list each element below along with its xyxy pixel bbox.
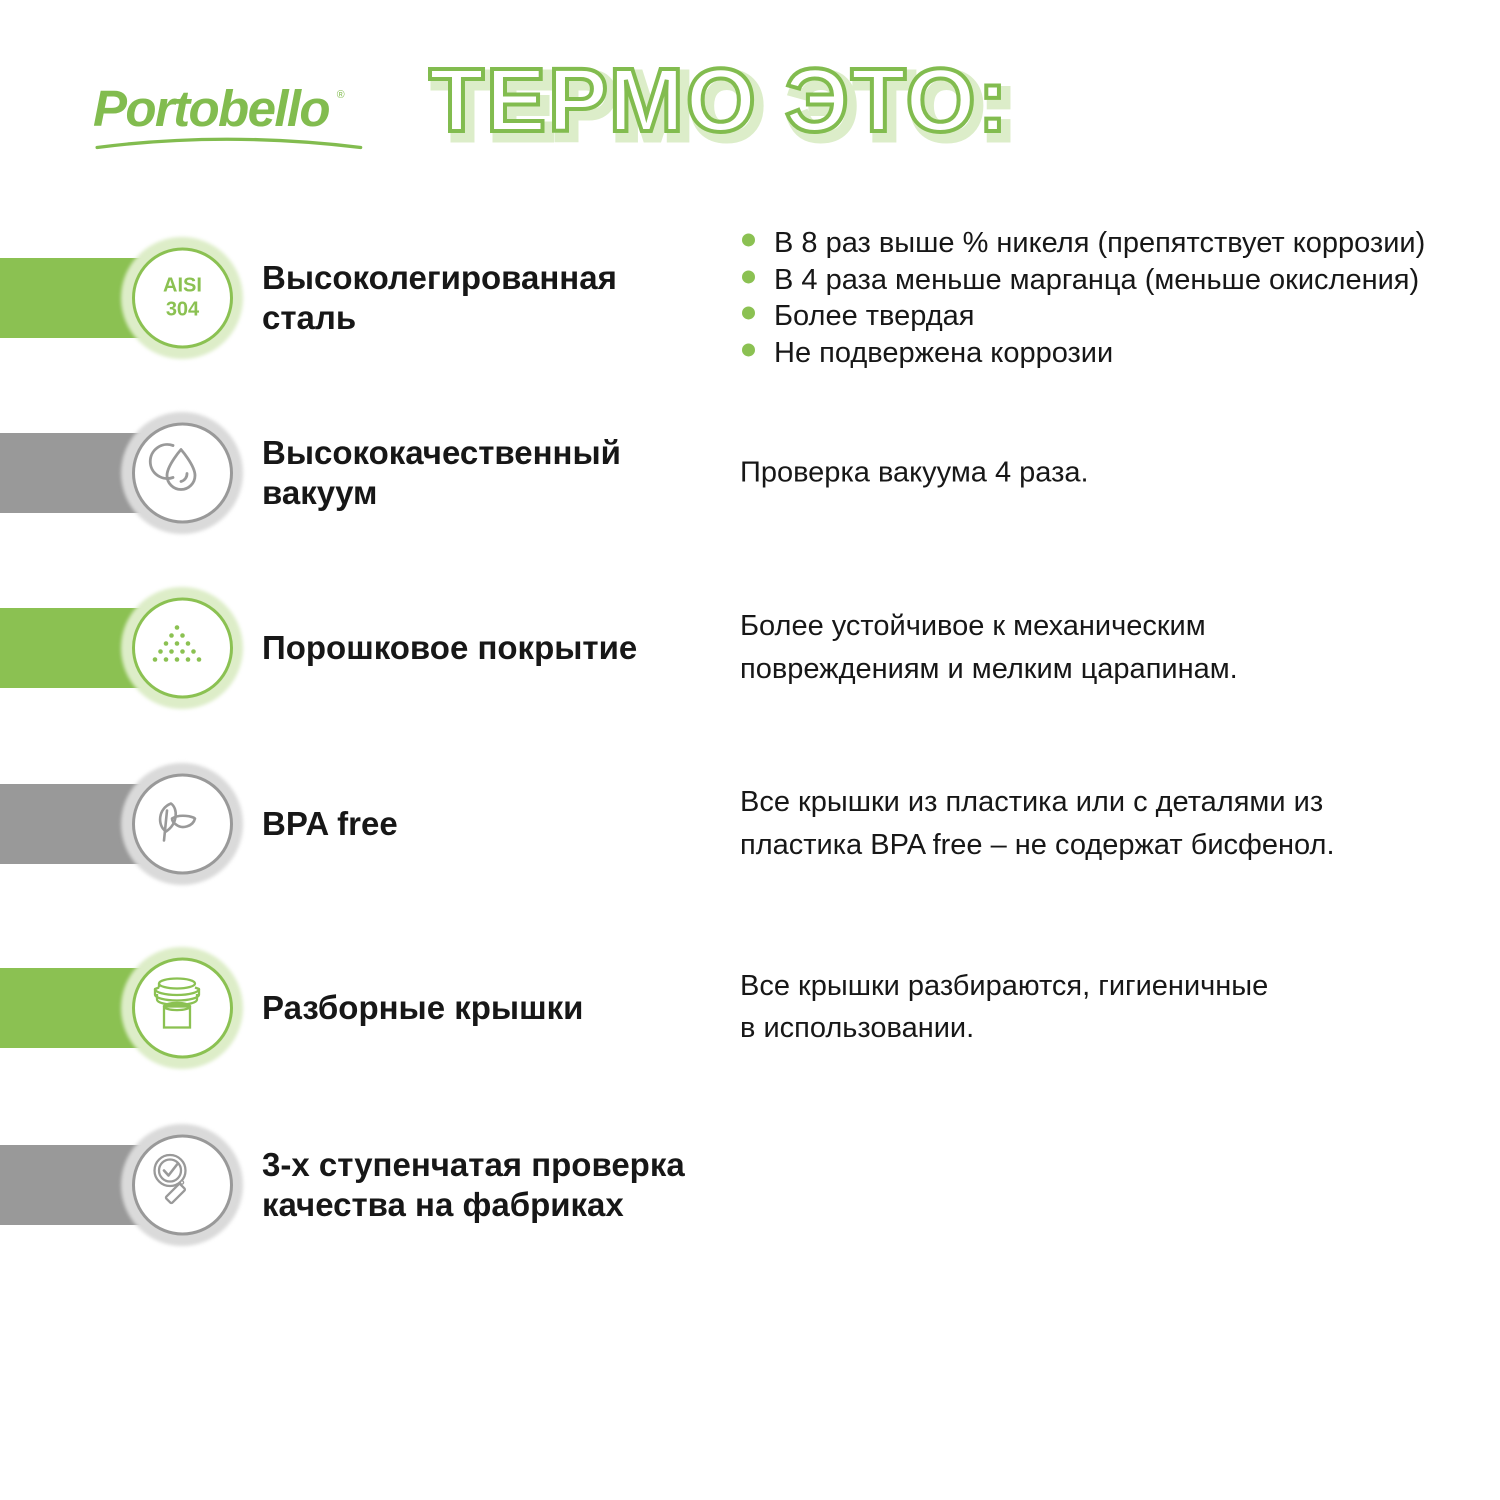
svg-text:Portobello: Portobello bbox=[93, 80, 329, 137]
svg-text:®: ® bbox=[337, 89, 345, 101]
svg-text:ТЕРМО ЭТО:: ТЕРМО ЭТО: bbox=[429, 51, 1010, 151]
